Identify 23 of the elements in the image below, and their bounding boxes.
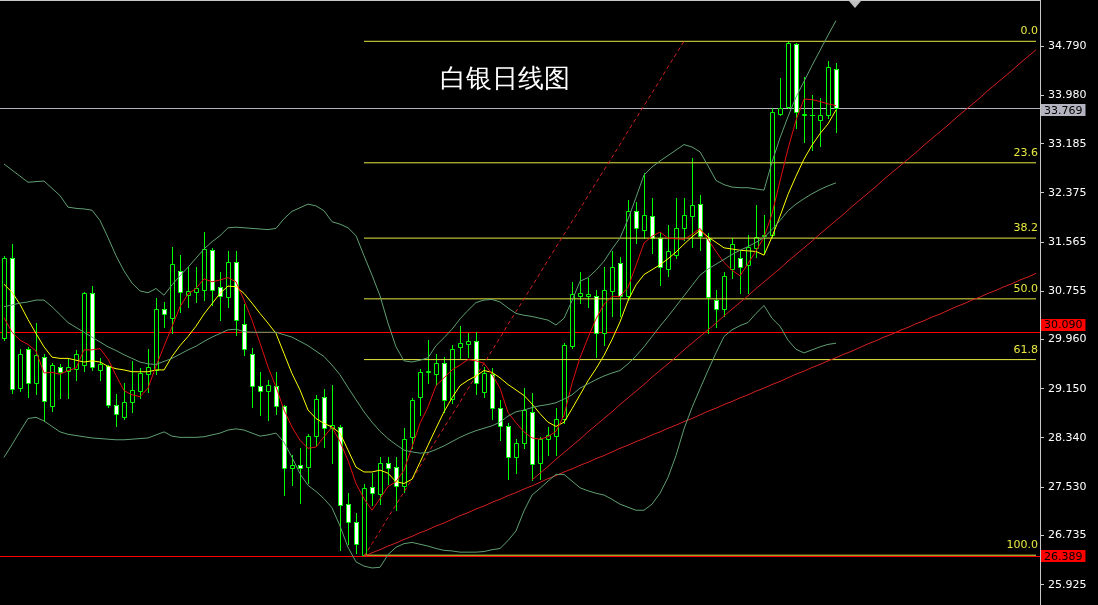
series-label: 38.2 xyxy=(1013,221,1038,235)
y-tick-label: 26.735 xyxy=(1048,528,1087,542)
y-tick-label: 25.925 xyxy=(1048,577,1087,591)
series-label: 100.0 xyxy=(1006,538,1038,552)
y-tick-label: 27.530 xyxy=(1048,480,1087,494)
series-label: 61.8 xyxy=(1013,342,1038,356)
ref-line-label: 33.769 xyxy=(1044,103,1083,117)
y-tick-label: 33.185 xyxy=(1048,136,1087,150)
candlestick xyxy=(809,94,816,152)
y-tick-label: 30.755 xyxy=(1048,284,1087,298)
y-tick-label: 31.565 xyxy=(1048,234,1087,248)
ref-line-label: 30.090 xyxy=(1044,317,1083,331)
series-label: 23.6 xyxy=(1013,145,1038,159)
text: 白银日线图 xyxy=(440,62,571,93)
series-label: 50.0 xyxy=(1013,281,1038,295)
y-tick-label: 33.980 xyxy=(1048,88,1087,102)
y-tick-label: 34.790 xyxy=(1048,39,1087,53)
y-tick-label: 32.375 xyxy=(1048,185,1087,199)
series-label: 0.0 xyxy=(1020,24,1038,38)
ref-line-label: 26.389 xyxy=(1044,549,1083,563)
y-tick-label: 28.340 xyxy=(1048,430,1087,444)
y-tick-label: 29.960 xyxy=(1048,332,1087,346)
y-tick-label: 29.150 xyxy=(1048,381,1087,395)
